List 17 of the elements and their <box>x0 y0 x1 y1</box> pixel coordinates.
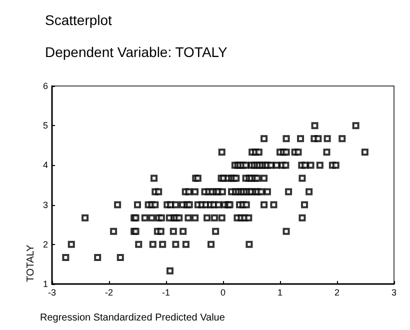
x-tick-label: 1 <box>277 288 283 298</box>
y-tick-label: 3 <box>42 200 48 210</box>
y-tick-label: 2 <box>42 239 48 250</box>
x-tick-label: 3 <box>391 288 397 298</box>
y-tick-label: 6 <box>42 81 48 91</box>
y-tick-label: 1 <box>42 279 48 289</box>
chart-title: Scatterplot <box>45 12 112 28</box>
x-tick-label: -3 <box>48 288 56 298</box>
chart-subtitle: Dependent Variable: TOTALY <box>45 44 228 60</box>
x-axis-title: Regression Standardized Predicted Value <box>40 312 226 324</box>
x-tick-label: 2 <box>334 288 340 298</box>
x-tick-label: 0 <box>220 288 226 298</box>
y-tick-label: 5 <box>42 120 48 131</box>
y-tick-label: 4 <box>42 160 48 170</box>
x-tick-label: -1 <box>162 288 170 298</box>
x-tick-label: -2 <box>104 288 114 298</box>
y-axis-title: TOTALY <box>26 244 36 282</box>
